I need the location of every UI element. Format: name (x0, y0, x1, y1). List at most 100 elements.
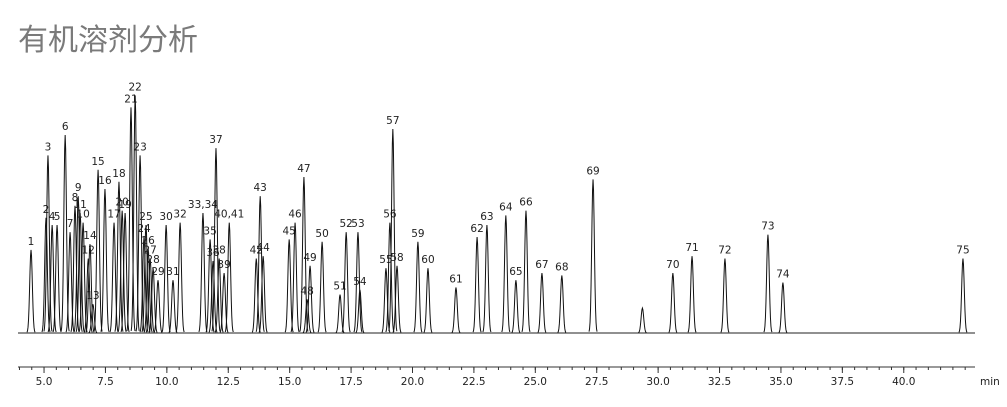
peak-label: 12 (82, 245, 95, 257)
peak (413, 241, 423, 333)
peak-label: 66 (519, 197, 533, 209)
peak-label: 17 (107, 209, 120, 221)
x-tick-label: 12.5 (217, 376, 240, 388)
peak-label: 75 (956, 245, 969, 257)
x-tick-label: 5.0 (36, 376, 53, 388)
peak-label: 56 (383, 209, 397, 221)
peak (501, 215, 511, 333)
peak (88, 304, 98, 334)
peak (211, 148, 221, 332)
peak (511, 280, 521, 333)
peak-label: 14 (83, 230, 97, 242)
peak-label: 50 (315, 228, 328, 240)
x-tick-label: 20.0 (401, 376, 424, 388)
peak (126, 107, 136, 332)
peak (537, 272, 547, 333)
peak-label: 63 (480, 211, 493, 223)
peak-label: 53 (351, 218, 364, 230)
peak (26, 249, 36, 333)
x-tick-label: 25.0 (524, 376, 547, 388)
x-tick-label: 32.5 (708, 376, 731, 388)
peak (720, 258, 730, 333)
x-tick-label: 37.5 (831, 376, 854, 388)
peak (161, 224, 171, 333)
peak (114, 181, 124, 332)
peak-label: 9 (75, 182, 82, 194)
peak (219, 272, 229, 333)
peak (153, 280, 163, 333)
peak-label: 3 (45, 141, 52, 153)
peak-label: 5 (54, 211, 61, 223)
peak (224, 222, 234, 333)
peak (472, 236, 482, 333)
x-tick-label: 40.0 (892, 376, 915, 388)
peak-label: 10 (76, 209, 89, 221)
peak (668, 272, 678, 333)
peak (145, 258, 155, 333)
peak (958, 258, 968, 333)
peak (521, 210, 531, 333)
peak-label: 35 (203, 225, 216, 237)
peak (687, 256, 697, 333)
peak (175, 222, 185, 333)
peak (135, 155, 145, 332)
peak-label: 51 (333, 281, 346, 293)
peak (198, 212, 208, 333)
peak-label: 1 (28, 236, 35, 248)
peak-label: 19 (118, 199, 131, 211)
peak (168, 280, 178, 333)
peak (778, 282, 788, 333)
peak-label: 72 (718, 245, 731, 257)
x-tick-label: 7.5 (97, 376, 114, 388)
peak (392, 265, 402, 333)
peak-label: 37 (209, 134, 222, 146)
peak-label: 62 (470, 223, 483, 235)
peak-label: 43 (254, 182, 267, 194)
peak-label: 47 (297, 163, 310, 175)
peak (381, 268, 391, 333)
peak-label: 60 (421, 254, 434, 266)
peak (385, 222, 395, 333)
peak-label: 36 (206, 247, 220, 259)
peak-label: 30 (159, 211, 172, 223)
chart-title: 有机溶剂分析 (18, 23, 198, 58)
peak (588, 179, 598, 332)
peak-label: 42 (250, 245, 263, 257)
peak (299, 176, 309, 332)
peak (43, 155, 53, 332)
peak-label: 59 (411, 228, 424, 240)
peak-label: 69 (586, 165, 599, 177)
peak-label: 38 (212, 245, 225, 257)
peak-label: 24 (137, 223, 151, 235)
x-tick-label: 10.0 (155, 376, 178, 388)
peak-label: 70 (666, 259, 679, 271)
peak (763, 234, 773, 333)
peak-label: 2 (43, 204, 50, 216)
x-tick-label: 22.5 (462, 376, 485, 388)
peak (251, 258, 261, 333)
peak (355, 289, 365, 333)
peak-label: 54 (353, 276, 367, 288)
peak-label: 4 (49, 211, 56, 223)
peak (93, 169, 103, 332)
peak-label: 64 (499, 201, 513, 213)
peak-label: 57 (386, 115, 399, 127)
peak (109, 222, 119, 333)
peak-label: 58 (390, 252, 403, 264)
peak-label: 44 (256, 242, 270, 254)
peak-label: 67 (535, 259, 548, 271)
peak (482, 224, 492, 333)
x-tick-label: 35.0 (769, 376, 792, 388)
peak (255, 196, 265, 332)
peak (423, 268, 433, 333)
peak-label: 61 (449, 273, 462, 285)
peak (208, 260, 218, 333)
peak-label: 25 (139, 211, 152, 223)
peak-label: 49 (303, 252, 316, 264)
peak-label: 23 (133, 141, 146, 153)
peak (638, 306, 647, 334)
peak (290, 222, 300, 333)
peak (65, 232, 75, 333)
peak (258, 256, 268, 333)
